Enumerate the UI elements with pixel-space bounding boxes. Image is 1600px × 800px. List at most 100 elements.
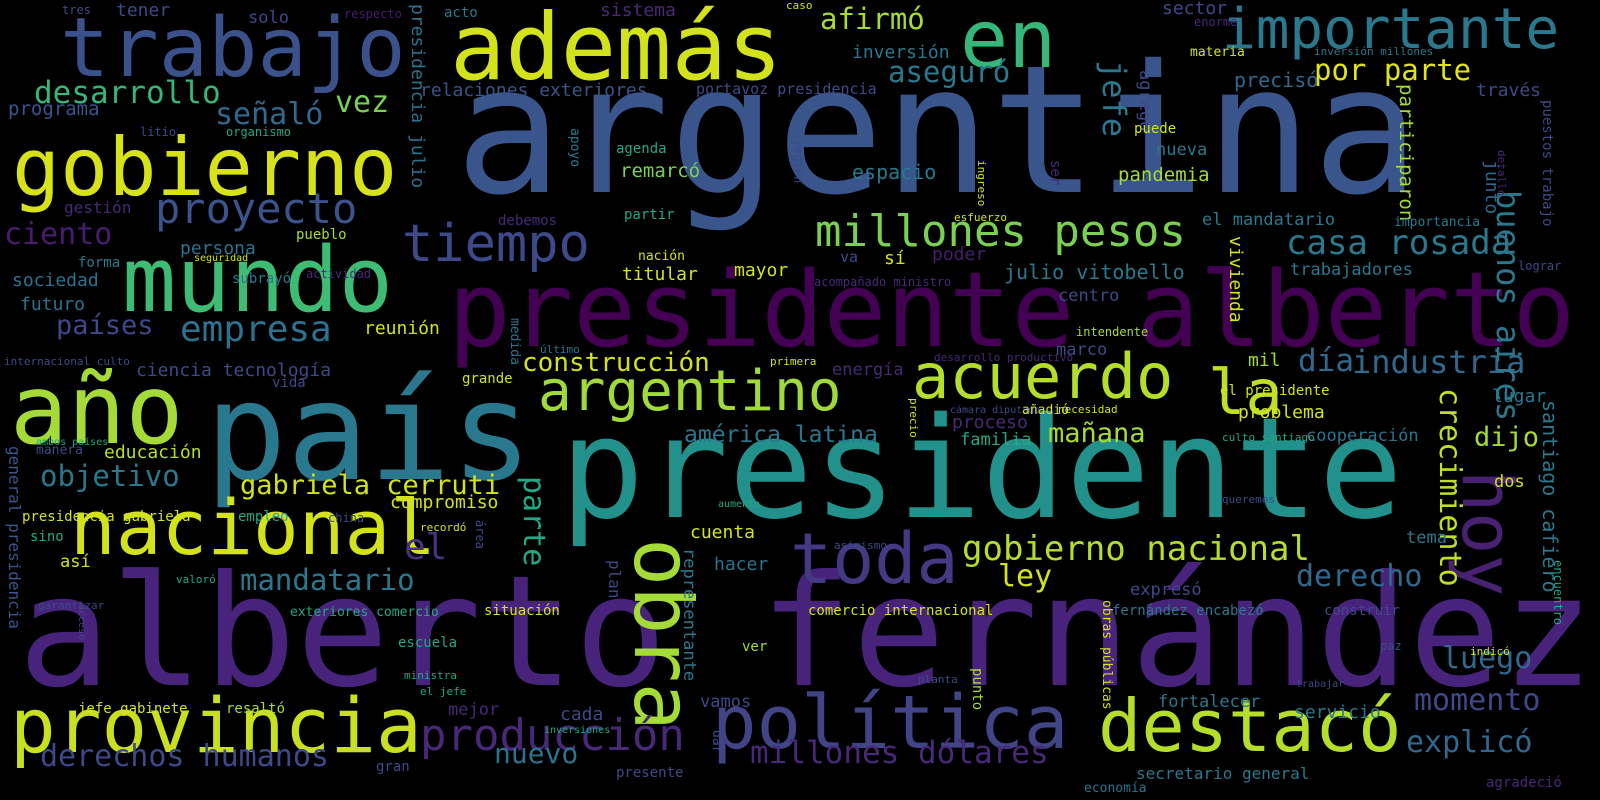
word: espacio (852, 160, 937, 184)
word: tiempo (402, 214, 590, 274)
word: mil (1248, 350, 1281, 371)
word: mañana (1048, 418, 1146, 449)
word: dar (709, 730, 724, 754)
word: nacional (70, 483, 437, 572)
word: caso (786, 0, 813, 12)
word: materia (1190, 45, 1245, 60)
word: presidente alberto (448, 249, 1576, 371)
word: intendente (1076, 325, 1149, 339)
word: cámara diputado (950, 405, 1041, 416)
word: fernández encabezó (1112, 603, 1264, 619)
word: proyecto (155, 184, 358, 233)
word: gobierno nacional (962, 529, 1310, 569)
word: internacional culto (4, 355, 130, 368)
word: expresó (1130, 580, 1202, 600)
word: punto (969, 668, 985, 711)
word: indicó (1470, 645, 1510, 658)
word: fortalecer (1158, 692, 1261, 712)
word: desarrollo (34, 75, 221, 111)
word: primera (770, 355, 817, 368)
word: vez (335, 85, 390, 120)
word: hacer (714, 554, 769, 575)
word: participaron (1395, 84, 1417, 222)
word: titular (622, 264, 698, 285)
word: política (712, 680, 1069, 766)
word: último (540, 343, 580, 356)
word: así (60, 552, 91, 572)
word: construir (1324, 603, 1400, 619)
word: aumento (718, 499, 761, 510)
word: señaló (215, 97, 324, 132)
word: tema (1406, 528, 1447, 548)
word: objetivo (40, 459, 180, 493)
word: proceso (952, 412, 1028, 433)
word: día (1298, 343, 1354, 379)
word: centro (1058, 286, 1120, 306)
word: ciencia tecnología (136, 360, 332, 381)
word: país (205, 354, 533, 512)
word: agregó (1135, 70, 1155, 132)
word: cooperación (1306, 426, 1419, 446)
word: desarrollo productivo (934, 351, 1074, 364)
word: jefe (1095, 60, 1133, 138)
word: ministra (404, 669, 457, 682)
word: mandatario (240, 563, 415, 597)
word: exteriores comercio (290, 605, 439, 620)
word: dos (1494, 472, 1525, 492)
word: culto santiago (1222, 431, 1315, 444)
word: apoyo (567, 128, 582, 168)
word: millones pesos (815, 206, 1186, 257)
word: afirmó (820, 2, 925, 36)
word: gran (376, 759, 410, 775)
word: marco (1056, 340, 1108, 360)
word: ingreso (975, 160, 988, 207)
word: junto (1481, 160, 1502, 215)
word: problema (1238, 402, 1325, 423)
word: gabriela cerruti (240, 470, 501, 501)
word: china (328, 511, 365, 525)
word: hoy (1446, 470, 1528, 597)
word: la (1208, 356, 1283, 429)
word: luego (1442, 641, 1533, 676)
word: obras públicas (1099, 600, 1114, 710)
word: enorme (1194, 15, 1238, 29)
word: detalló (1495, 150, 1508, 197)
word: comercio internacional (808, 603, 994, 619)
word: gestión (64, 198, 132, 217)
word: provincia (10, 681, 422, 770)
word: en (960, 0, 1057, 86)
word: situación (484, 603, 560, 619)
word: medida (507, 318, 522, 365)
word: resaltó (226, 701, 286, 717)
word: trabajar (1296, 679, 1345, 690)
word: año (10, 354, 184, 466)
word: derechos humanos (40, 739, 329, 774)
word: través (1476, 80, 1542, 101)
word: presidencia julio (407, 4, 428, 189)
word: mayor (734, 260, 789, 281)
word: toda (790, 518, 959, 600)
word: momento (1414, 683, 1541, 718)
word: ciento (4, 217, 113, 252)
word: encuentro (1551, 560, 1565, 626)
word: dijo (1474, 422, 1540, 453)
word: destacó (1098, 684, 1402, 768)
word: parte (516, 476, 551, 567)
word: importante (1222, 0, 1560, 62)
word: trabajo (60, 1, 406, 96)
word: vida (272, 375, 306, 391)
word: general presidencia (5, 446, 24, 630)
word: puede (1134, 121, 1177, 137)
word: energía (832, 360, 904, 380)
word: acto (444, 5, 478, 21)
word: argentino (538, 359, 842, 424)
word: presente (616, 765, 684, 781)
word: mundo (122, 228, 393, 333)
word: cuenta (690, 522, 756, 543)
word: necesidad (1058, 403, 1118, 416)
word: empleo (238, 509, 289, 525)
word: escuela (398, 635, 458, 651)
word: forma (78, 255, 121, 271)
word: trabajadores (1290, 260, 1413, 280)
